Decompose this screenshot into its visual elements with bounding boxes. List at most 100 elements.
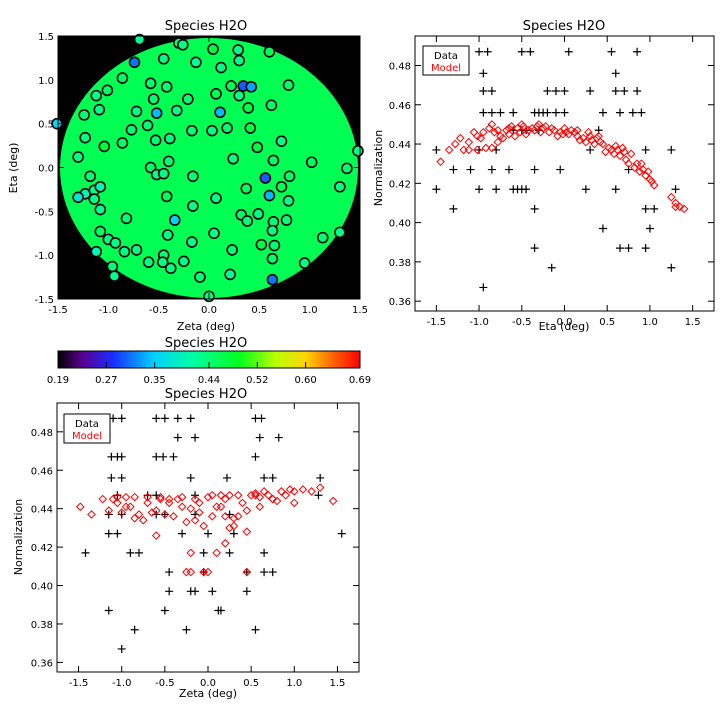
eta-data-point <box>479 283 488 292</box>
zeta-model-point <box>216 502 226 512</box>
map-xtick-label: 0.5 <box>251 305 267 316</box>
eta-data-point <box>645 224 654 233</box>
zeta-data-point <box>260 548 269 557</box>
zeta-model-point <box>264 490 273 500</box>
eta-ytick-label: 0.40 <box>389 219 411 230</box>
eta-xtick-label: 1.0 <box>642 317 658 328</box>
zeta-data-point <box>186 473 195 482</box>
eta-data-point <box>432 145 441 154</box>
eta-title: Species H2O <box>523 19 605 34</box>
zeta-model-point <box>151 531 161 540</box>
map-point <box>282 79 295 91</box>
zeta-model-point <box>143 492 152 502</box>
zeta-panel: Species H2O -1.5 -1.0 -0.5 0.0 0.5 1.0 1.5 0.36… <box>12 387 360 700</box>
eta-data-point <box>483 47 492 56</box>
zeta-legend-box <box>63 413 111 444</box>
zeta-xtick-label: 0.0 <box>200 678 216 689</box>
map-point <box>215 61 227 74</box>
map-xtick-label: 0.0 <box>201 305 217 316</box>
eta-model-point <box>455 133 465 143</box>
zeta-model-point <box>259 487 269 496</box>
eta-model-point <box>487 143 497 153</box>
map-point <box>206 124 218 137</box>
zeta-model-point <box>121 492 131 502</box>
eta-model-point <box>647 177 656 186</box>
eta-data-point <box>509 108 518 117</box>
zeta-data-point <box>255 433 264 442</box>
zeta-data-point <box>186 414 195 423</box>
zeta-data-point <box>107 473 116 482</box>
zeta-model-point <box>117 508 127 517</box>
zeta-data-point <box>81 548 90 557</box>
eta-data-point <box>492 185 501 194</box>
map-point <box>221 122 233 134</box>
eta-data-point <box>547 263 556 272</box>
eta-data-point <box>449 204 458 213</box>
zeta-model-point <box>289 487 299 496</box>
zeta-data-point <box>126 548 135 557</box>
map-point <box>266 273 279 286</box>
zeta-xtick-label: -1.5 <box>69 678 89 689</box>
map-xtick-label: 1.0 <box>302 305 318 316</box>
map-point <box>225 80 237 92</box>
zeta-model-point <box>212 548 221 558</box>
map-point <box>116 72 129 84</box>
eta-model-point <box>675 202 685 212</box>
map-point <box>187 200 199 212</box>
map-point <box>352 145 364 157</box>
map-point <box>275 135 288 147</box>
zeta-ytick-label: 0.46 <box>31 466 53 477</box>
eta-model-point <box>560 124 569 133</box>
eta-data-point <box>479 69 488 78</box>
eta-model-point <box>436 157 445 167</box>
zeta-xlabel: Zeta (deg) <box>179 687 237 700</box>
eta-model-point <box>521 129 531 139</box>
eta-data-point <box>504 165 513 174</box>
eta-points <box>432 47 689 292</box>
map-xtick-label: -0.5 <box>149 305 169 316</box>
map-point <box>128 56 141 69</box>
map-xtick-label: 1.5 <box>352 305 368 316</box>
eta-model-point <box>630 163 639 172</box>
map-points <box>51 33 364 303</box>
colorbar-tick-label: 0.27 <box>95 375 117 386</box>
map-point <box>88 193 101 205</box>
eta-data-point <box>667 145 676 154</box>
zeta-model-point <box>242 506 252 515</box>
eta-data-point <box>641 244 650 253</box>
map-point <box>160 81 173 93</box>
map-point <box>162 155 175 168</box>
eta-model-point <box>513 124 522 133</box>
map-point <box>255 238 268 251</box>
zeta-data-point <box>178 529 187 538</box>
map-point <box>266 252 279 265</box>
zeta-model-point <box>121 502 131 512</box>
map-point <box>233 54 245 67</box>
eta-data-point <box>633 87 642 95</box>
eta-data-point <box>641 204 650 213</box>
eta-model-point <box>618 143 627 153</box>
map-point <box>84 170 97 183</box>
zeta-model-point <box>220 512 230 521</box>
map-point <box>106 260 119 273</box>
map-point <box>118 245 131 258</box>
zeta-model-point <box>220 538 230 548</box>
zeta-data-point <box>113 491 122 500</box>
zeta-xtick-label: 1.0 <box>286 678 302 689</box>
map-xtick-label: -1.5 <box>48 305 68 316</box>
zeta-model-point <box>130 513 139 523</box>
eta-ytick-label: 0.48 <box>389 61 411 72</box>
eta-model-point <box>649 180 659 190</box>
zeta-data-point <box>251 452 260 461</box>
map-point <box>149 134 162 147</box>
zeta-data-point <box>117 452 126 461</box>
map-point <box>208 227 220 240</box>
map-point <box>263 189 276 202</box>
map-point <box>341 162 353 175</box>
eta-data-point <box>551 108 560 117</box>
map-point <box>170 104 183 117</box>
eta-model-point <box>473 131 482 141</box>
eta-model-point <box>487 120 497 129</box>
zeta-xtick-label: -0.5 <box>155 678 175 689</box>
